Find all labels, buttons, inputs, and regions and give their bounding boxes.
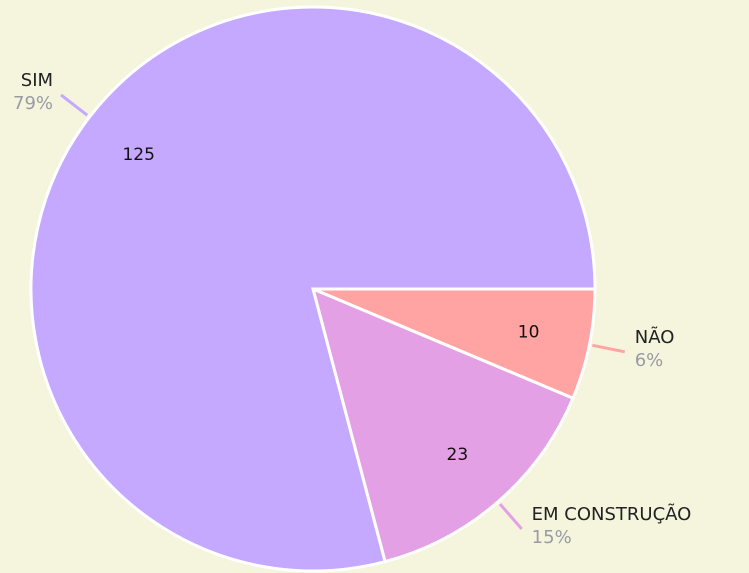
- category-label: EM CONSTRUÇÃO: [532, 503, 692, 525]
- callout-line: [60, 93, 89, 117]
- percent-label: 15%: [532, 527, 572, 548]
- pie-slice: [310, 286, 575, 564]
- callout-line: [498, 503, 523, 530]
- percent-label: 6%: [635, 350, 664, 371]
- value-label: 23: [447, 445, 469, 465]
- pie-slice: [312, 287, 597, 401]
- value-label: 10: [518, 322, 540, 342]
- percent-label: 79%: [13, 93, 53, 114]
- category-label: NÃO: [635, 326, 675, 348]
- category-label: SIM: [21, 70, 53, 91]
- callout-line: [592, 343, 626, 354]
- pie-slice: [29, 5, 597, 573]
- value-label: 125: [122, 145, 154, 165]
